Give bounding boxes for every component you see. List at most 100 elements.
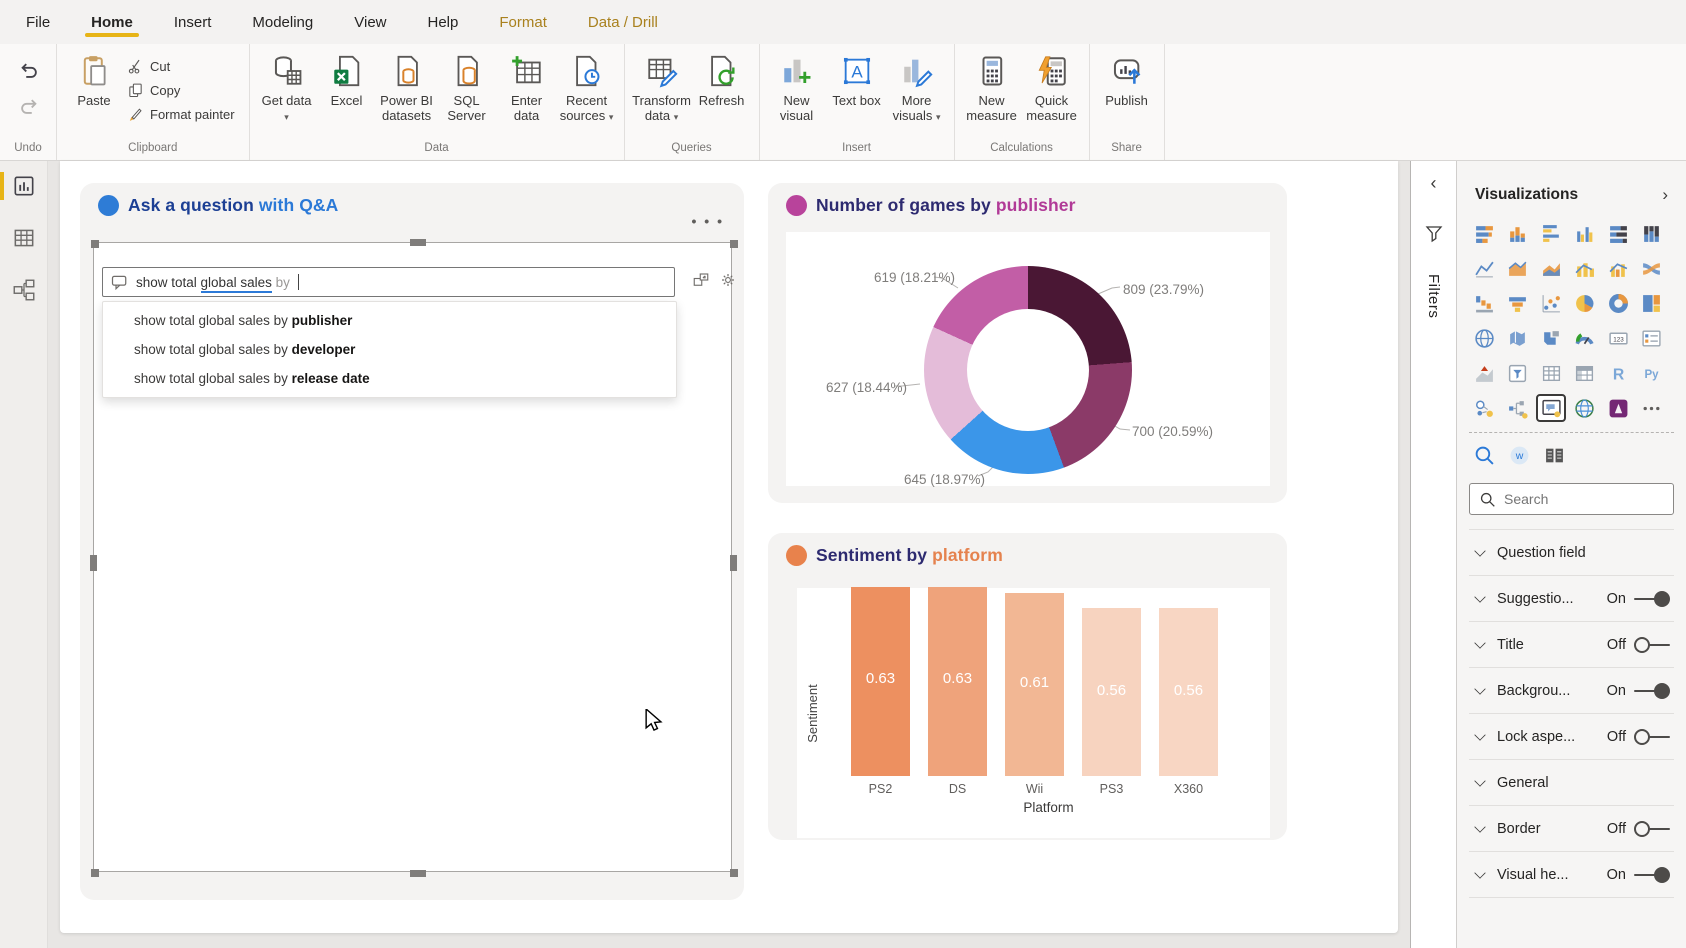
- get-data-button[interactable]: Get data ▾: [258, 48, 316, 126]
- clustered-bar-chart-icon[interactable]: [1538, 221, 1564, 245]
- ribbon-tab-help[interactable]: Help: [427, 13, 459, 31]
- ribbon-tab-file[interactable]: File: [26, 13, 51, 31]
- selection-handle[interactable]: [410, 870, 426, 877]
- search-visual-icon[interactable]: [1471, 443, 1497, 467]
- filters-pane-collapsed[interactable]: ‹ Filters: [1410, 161, 1457, 948]
- selection-handle[interactable]: [91, 240, 99, 248]
- ribbon-tab-data-drill[interactable]: Data / Drill: [587, 13, 658, 31]
- field-search-box[interactable]: [1469, 483, 1674, 515]
- selection-handle[interactable]: [730, 240, 738, 248]
- ribbon-tab-home[interactable]: Home: [85, 4, 139, 41]
- bar-wii[interactable]: 0.61: [1005, 593, 1064, 776]
- format-section-backgrou-[interactable]: Backgrou... On: [1469, 668, 1674, 714]
- stacked-area-chart-icon[interactable]: [1538, 256, 1564, 280]
- format-section-general[interactable]: General: [1469, 760, 1674, 806]
- visual-he--toggle[interactable]: [1634, 866, 1670, 884]
- line-and-clustered-column-chart-icon[interactable]: [1605, 256, 1631, 280]
- python-visual-icon[interactable]: Py: [1639, 361, 1665, 385]
- bar-chart-card[interactable]: Sentiment by platform Sentiment 0.63 0.63…: [768, 533, 1287, 840]
- word-cloud-visual-icon[interactable]: w: [1506, 443, 1532, 467]
- publish-button[interactable]: Publish: [1098, 48, 1156, 110]
- multi-row-card-icon[interactable]: [1639, 326, 1665, 350]
- stacked-column-chart-icon[interactable]: [1505, 221, 1531, 245]
- selection-handle[interactable]: [730, 555, 737, 571]
- model-view-button[interactable]: [0, 275, 48, 305]
- 100-stacked-bar-chart-icon[interactable]: [1605, 221, 1631, 245]
- power-bi-datasets-button[interactable]: Power BI datasets: [378, 48, 436, 126]
- waterfall-chart-icon[interactable]: [1471, 291, 1497, 315]
- more-visual-options-icon[interactable]: [1639, 396, 1665, 420]
- undo-button[interactable]: [18, 60, 40, 82]
- donut-chart-icon[interactable]: [1605, 291, 1631, 315]
- format-section-question-field[interactable]: Question field: [1469, 530, 1674, 576]
- backgrou--toggle[interactable]: [1634, 682, 1670, 700]
- collapse-visualizations-chevron-icon[interactable]: ›: [1662, 185, 1668, 204]
- bar-ps3[interactable]: 0.56: [1082, 608, 1141, 776]
- format-painter-button[interactable]: Format painter: [125, 104, 241, 125]
- matrix-icon[interactable]: [1572, 361, 1598, 385]
- sql-server-button[interactable]: SQL Server: [438, 48, 496, 126]
- more-visuals-button[interactable]: More visuals ▾: [888, 48, 946, 126]
- shape-map-icon[interactable]: [1538, 326, 1564, 350]
- filled-map-icon[interactable]: [1505, 326, 1531, 350]
- format-section-border[interactable]: Border Off: [1469, 806, 1674, 852]
- paginated-report-icon[interactable]: [1541, 443, 1567, 467]
- quick-measure-button[interactable]: Quick measure: [1023, 48, 1081, 126]
- convert-to-standard-visual-icon[interactable]: [692, 271, 710, 289]
- ribbon-chart-icon[interactable]: [1639, 256, 1665, 280]
- r-script-visual-icon[interactable]: R: [1605, 361, 1631, 385]
- funnel-chart-icon[interactable]: [1505, 291, 1531, 315]
- selection-handle[interactable]: [730, 869, 738, 877]
- gauge-icon[interactable]: [1572, 326, 1598, 350]
- pie-chart-icon[interactable]: [1572, 291, 1598, 315]
- search-input[interactable]: [1504, 491, 1654, 507]
- bar-ds[interactable]: 0.63: [928, 587, 987, 776]
- cut-button[interactable]: Cut: [125, 56, 241, 77]
- line-chart-icon[interactable]: [1471, 256, 1497, 280]
- key-influencers-icon[interactable]: [1471, 396, 1497, 420]
- title-toggle[interactable]: [1634, 636, 1670, 654]
- kpi-icon[interactable]: [1471, 361, 1497, 385]
- format-section-lock-aspe-[interactable]: Lock aspe... Off: [1469, 714, 1674, 760]
- qna-visual-selection[interactable]: show total global sales by show total gl…: [90, 239, 738, 877]
- selection-handle[interactable]: [90, 555, 97, 571]
- card-icon[interactable]: 123: [1605, 326, 1631, 350]
- selection-handle[interactable]: [410, 239, 426, 246]
- donut-ring[interactable]: [924, 266, 1132, 474]
- report-view-button[interactable]: [0, 171, 48, 201]
- paste-button[interactable]: Paste: [65, 48, 123, 110]
- border-toggle[interactable]: [1634, 820, 1670, 838]
- refresh-button[interactable]: Refresh: [693, 48, 751, 110]
- ribbon-tab-modeling[interactable]: Modeling: [252, 13, 314, 31]
- enter-data-button[interactable]: Enter data: [498, 48, 556, 126]
- qna-settings-gear-icon[interactable]: [719, 271, 737, 289]
- new-measure-button[interactable]: New measure: [963, 48, 1021, 126]
- donut-chart-card[interactable]: Number of games by publisher 809 (23.79%…: [768, 183, 1287, 503]
- qna-suggestion-item[interactable]: show total global sales by release date: [134, 371, 370, 386]
- get-more-visuals-icon[interactable]: [1572, 396, 1598, 420]
- ribbon-tab-format[interactable]: Format: [499, 13, 547, 31]
- recent-sources-button[interactable]: Recent sources ▾: [558, 48, 616, 126]
- power-apps-icon[interactable]: [1605, 396, 1631, 420]
- data-view-button[interactable]: [0, 223, 48, 253]
- slicer-icon[interactable]: [1505, 361, 1531, 385]
- 100-stacked-column-chart-icon[interactable]: [1639, 221, 1665, 245]
- qna-visual-card[interactable]: Ask a question with Q&A • • • show total…: [80, 183, 744, 900]
- qna-suggestion-item[interactable]: show total global sales by developer: [134, 342, 356, 357]
- text-box-button[interactable]: A Text box: [828, 48, 886, 110]
- table-icon[interactable]: [1538, 361, 1564, 385]
- lock-aspe--toggle[interactable]: [1634, 728, 1670, 746]
- bar-x360[interactable]: 0.56: [1159, 608, 1218, 776]
- format-section-suggestio-[interactable]: Suggestio... On: [1469, 576, 1674, 622]
- qna-question-input[interactable]: show total global sales by: [102, 267, 675, 297]
- excel-button[interactable]: Excel: [318, 48, 376, 110]
- line-and-stacked-column-chart-icon[interactable]: [1572, 256, 1598, 280]
- ribbon-tab-insert[interactable]: Insert: [173, 13, 212, 31]
- qna-suggestion-item[interactable]: show total global sales by publisher: [134, 313, 353, 328]
- format-section-title[interactable]: Title Off: [1469, 622, 1674, 668]
- map-icon[interactable]: [1471, 326, 1497, 350]
- bar-ps2[interactable]: 0.63: [851, 587, 910, 776]
- redo-button[interactable]: [18, 96, 40, 118]
- treemap-icon[interactable]: [1639, 291, 1665, 315]
- stacked-bar-chart-icon[interactable]: [1471, 221, 1497, 245]
